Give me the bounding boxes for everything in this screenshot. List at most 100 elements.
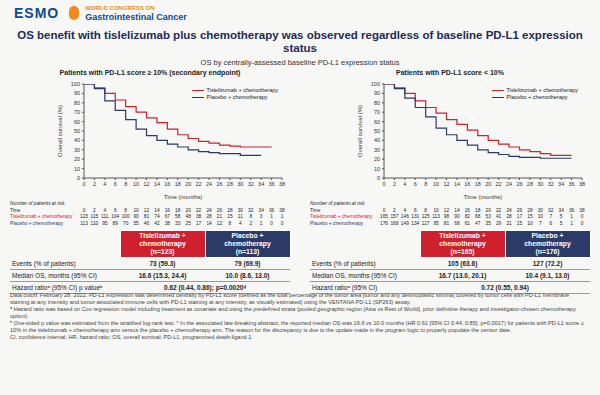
svg-text:50: 50 <box>74 128 80 134</box>
svg-text:24: 24 <box>206 181 212 187</box>
html-text:ᵇ One-sided p value was estima: ᵇ One-sided p value was estimated from t… <box>10 320 584 333</box>
svg-text:80: 80 <box>374 100 380 106</box>
svg-text:24: 24 <box>506 181 512 187</box>
svg-text:10: 10 <box>374 166 380 172</box>
svg-text:Time (months): Time (months) <box>164 194 202 200</box>
svg-text:4: 4 <box>403 181 406 187</box>
svg-text:6: 6 <box>414 181 417 187</box>
svg-text:18: 18 <box>475 181 481 187</box>
svg-text:2: 2 <box>93 181 96 187</box>
svg-text:22: 22 <box>496 181 502 187</box>
html-text:127 (72.2): 127 (72.2) <box>532 260 563 267</box>
html-text:ᵃ Hazard ratio was based on Co: ᵃ Hazard ratio was based on Cox regressi… <box>10 306 576 319</box>
svg-text:8: 8 <box>124 181 127 187</box>
svg-text:14: 14 <box>454 181 460 187</box>
svg-text:4: 4 <box>103 181 106 187</box>
svg-text:26: 26 <box>516 181 522 187</box>
svg-text:34: 34 <box>258 181 264 187</box>
html-text:Median OS, months (95% CI): Median OS, months (95% CI) <box>12 272 97 279</box>
svg-text:40: 40 <box>74 137 80 143</box>
html-text:OS by centrally-assessed basel: OS by centrally-assessed baseline PD-L1 … <box>200 58 400 67</box>
html-text:Events (% of patients): Events (% of patients) <box>312 259 376 267</box>
svg-text:38: 38 <box>279 181 285 187</box>
svg-text:Time (months): Time (months) <box>464 194 502 200</box>
svg-text:10: 10 <box>433 181 439 187</box>
html-text:16.7 (13.0, 20.1): 16.7 (13.0, 20.1) <box>438 272 487 279</box>
html-text:10.0 (8.6, 13.0): 10.0 (8.6, 13.0) <box>225 272 270 279</box>
svg-text:30: 30 <box>374 147 380 153</box>
svg-text:22: 22 <box>196 181 202 187</box>
html-text:0.72 (0.55, 0.94): 0.72 (0.55, 0.94) <box>481 284 529 291</box>
html-text:Data cutoff: February 28, 2022: Data cutoff: February 28, 2022. PD-L1 ex… <box>10 292 570 305</box>
svg-text:14: 14 <box>154 181 160 187</box>
svg-text:20: 20 <box>374 156 380 162</box>
svg-text:60: 60 <box>74 119 80 125</box>
html-text:(n=123): (n=123) <box>150 248 175 255</box>
svg-text:6: 6 <box>114 181 117 187</box>
svg-text:28: 28 <box>527 181 533 187</box>
html-text:Hazard ratioᵃ (95% CI) p value: Hazard ratioᵃ (95% CI) p valueᵇ <box>12 284 103 291</box>
svg-text:38: 38 <box>579 181 585 187</box>
html-text:105 (63.6): 105 (63.6) <box>447 260 478 267</box>
svg-text:100: 100 <box>371 81 380 87</box>
svg-text:30: 30 <box>537 181 543 187</box>
svg-text:20: 20 <box>185 181 191 187</box>
svg-text:100: 100 <box>71 81 80 87</box>
svg-text:40: 40 <box>374 137 380 143</box>
svg-text:70: 70 <box>374 109 380 115</box>
svg-text:60: 60 <box>374 119 380 125</box>
svg-text:18: 18 <box>175 181 181 187</box>
html-text:ESMO: ESMO <box>14 5 60 21</box>
html-text:0.62 (0.44, 0.86); p=0.0020ᵈ: 0.62 (0.44, 0.86); p=0.0020ᵈ <box>164 284 246 291</box>
html-text:Median OS, months (95% CI): Median OS, months (95% CI) <box>312 272 397 279</box>
html-text:Tislelizumab + chemotherapy: Tislelizumab + chemotherapy <box>139 232 186 247</box>
svg-text:90: 90 <box>374 90 380 96</box>
html-text:(n=165): (n=165) <box>450 248 475 255</box>
html-text:Patients with PD-L1 score < 10: Patients with PD-L1 score < 10% <box>396 69 504 76</box>
html-text:Tislelizumab + chemotherapy: Tislelizumab + chemotherapy <box>439 232 486 247</box>
html-text:Events (% of patients): Events (% of patients) <box>12 259 76 267</box>
html-text:16.6 (15.3, 24.4): 16.6 (15.3, 24.4) <box>138 272 187 279</box>
svg-text:Overall survival (%): Overall survival (%) <box>57 105 63 157</box>
html-text:10.4 (9.1, 13.0): 10.4 (9.1, 13.0) <box>525 272 570 279</box>
svg-text:10: 10 <box>133 181 139 187</box>
svg-text:Overall survival (%): Overall survival (%) <box>357 105 363 157</box>
html-text:79 (69.9): 79 (69.9) <box>234 260 261 267</box>
svg-text:0: 0 <box>77 175 80 181</box>
svg-text:12: 12 <box>443 181 449 187</box>
svg-text:80: 80 <box>74 100 80 106</box>
html-text:Hazard ratioᵃ (95% CI): Hazard ratioᵃ (95% CI) <box>312 284 378 291</box>
svg-text:0: 0 <box>382 181 385 187</box>
svg-text:36: 36 <box>569 181 575 187</box>
svg-text:34: 34 <box>558 181 564 187</box>
svg-text:10: 10 <box>74 166 80 172</box>
html-text:Placebo + chemotherapy: Placebo + chemotherapy <box>524 232 571 247</box>
svg-text:26: 26 <box>216 181 222 187</box>
svg-text:16: 16 <box>464 181 470 187</box>
svg-text:70: 70 <box>74 109 80 115</box>
svg-text:30: 30 <box>74 147 80 153</box>
svg-text:0: 0 <box>377 175 380 181</box>
html-text:73 (59.3): 73 (59.3) <box>149 260 176 267</box>
svg-text:30: 30 <box>237 181 243 187</box>
html-text:WORLD CONGRESS ON: WORLD CONGRESS ON <box>85 5 155 11</box>
svg-text:2: 2 <box>393 181 396 187</box>
html-text:OS benefit with tislelizumab p: OS benefit with tislelizumab plus chemot… <box>17 29 583 54</box>
svg-text:8: 8 <box>424 181 427 187</box>
svg-text:32: 32 <box>248 181 254 187</box>
html-text:(n=113): (n=113) <box>235 248 260 255</box>
svg-text:28: 28 <box>227 181 233 187</box>
svg-text:20: 20 <box>74 156 80 162</box>
svg-text:36: 36 <box>269 181 275 187</box>
html-text:(n=176): (n=176) <box>535 248 560 255</box>
svg-text:0: 0 <box>82 181 85 187</box>
svg-text:90: 90 <box>74 90 80 96</box>
svg-text:12: 12 <box>143 181 149 187</box>
html-text:Placebo + chemotherapy: Placebo + chemotherapy <box>224 232 271 247</box>
svg-text:32: 32 <box>548 181 554 187</box>
svg-text:16: 16 <box>164 181 170 187</box>
svg-text:20: 20 <box>485 181 491 187</box>
html-text:Gastrointestinal Cancer: Gastrointestinal Cancer <box>85 12 187 22</box>
svg-text:50: 50 <box>374 128 380 134</box>
html-text:Patients with PD-L1 score ≥ 10: Patients with PD-L1 score ≥ 10% (seconda… <box>59 69 241 76</box>
